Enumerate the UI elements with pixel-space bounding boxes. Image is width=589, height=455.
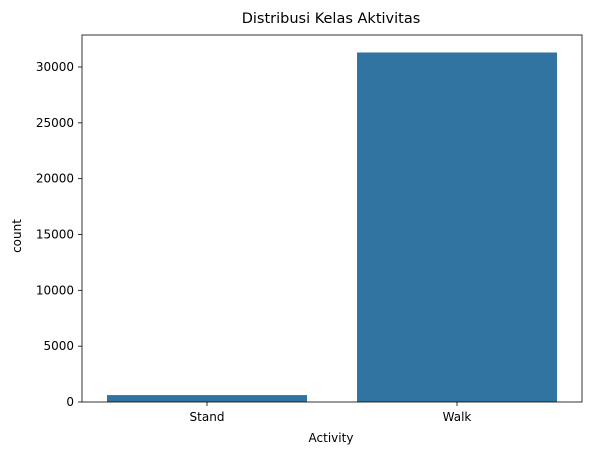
y-tick-label: 15000	[36, 227, 74, 241]
x-tick-label-stand: Stand	[190, 410, 225, 424]
chart-title: Distribusi Kelas Aktivitas	[242, 11, 421, 27]
bar-stand	[107, 395, 307, 402]
bar-walk	[357, 52, 557, 402]
x-axis-label: Activity	[309, 431, 354, 445]
y-tick-label: 0	[66, 395, 74, 409]
y-tick-label: 10000	[36, 283, 74, 297]
x-tick-label-walk: Walk	[443, 410, 472, 424]
y-axis-label: count	[10, 219, 24, 253]
plot-area: Stand Walk 0 5000 10000 15000 20000 25000 30000	[36, 34, 583, 424]
y-tick-label: 5000	[43, 339, 74, 353]
y-tick-label: 20000	[36, 172, 74, 186]
y-tick-label: 30000	[36, 60, 74, 74]
y-tick-label: 25000	[36, 116, 74, 130]
axes-frame	[81, 34, 583, 403]
